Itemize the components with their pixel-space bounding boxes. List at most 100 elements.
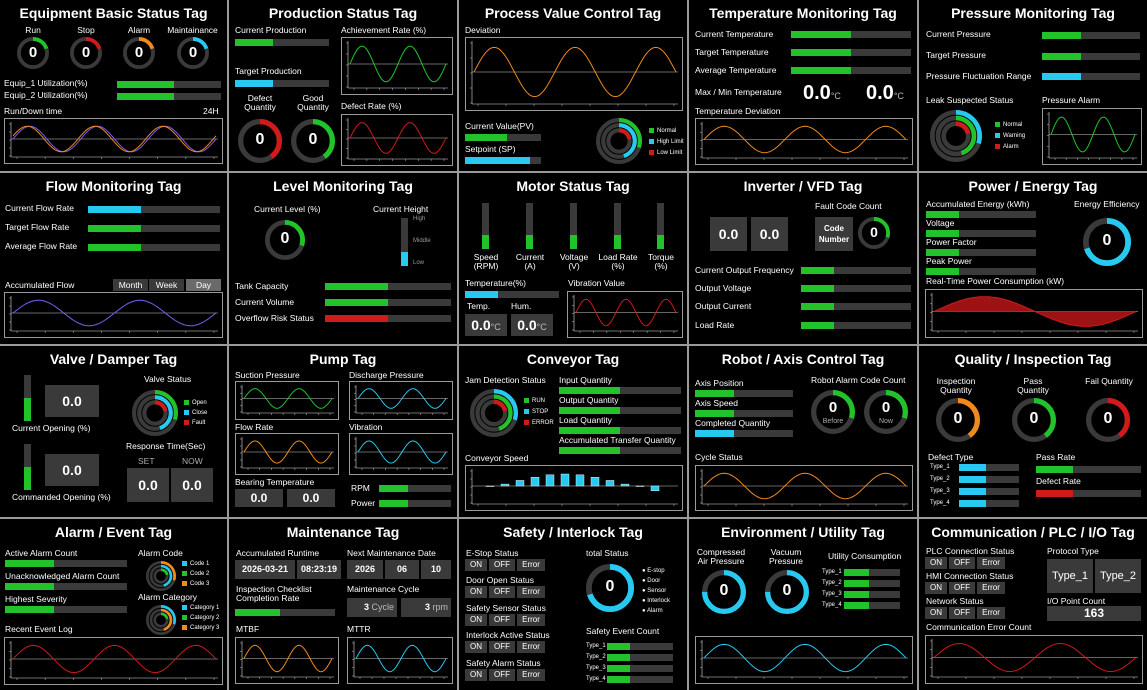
on-button[interactable]: ON — [465, 614, 487, 626]
target-flow-label: Target Flow Rate — [5, 222, 70, 232]
off-button[interactable]: OFF — [489, 614, 515, 626]
fault-gauge: 0 — [858, 217, 890, 249]
type-4-label: Type_4 — [930, 500, 950, 506]
target-pressure-bar — [1042, 53, 1140, 60]
panel-temperature: Temperature Monitoring Tag Current Tempe… — [689, 0, 917, 171]
tab-day[interactable]: Day — [186, 279, 221, 291]
legend-error: ERROR — [524, 420, 554, 426]
off-button[interactable]: OFF — [949, 582, 975, 594]
sp-label: Setpoint (SP) — [465, 144, 516, 154]
load-label: Load Rate — [695, 320, 735, 330]
good-quantity-label: Good Quantity — [297, 93, 329, 113]
height-bar — [401, 218, 408, 266]
current-production-label: Current Production — [235, 25, 307, 35]
error-button[interactable]: Error — [517, 641, 545, 653]
comm-label: Communication Error Count — [926, 622, 1032, 632]
panel-alarm: Alarm / Event Tag Active Alarm Count Una… — [0, 519, 227, 690]
error-button[interactable]: Error — [517, 669, 545, 681]
series-line — [243, 644, 333, 673]
fail-gauge: 0 — [1086, 398, 1130, 442]
leak-status-ring — [930, 110, 982, 162]
error-button[interactable]: Error — [517, 586, 545, 598]
error-button[interactable]: Error — [517, 559, 545, 571]
util1-bar — [117, 81, 221, 88]
panel-title: Environment / Utility Tag — [721, 524, 885, 540]
on-button[interactable]: ON — [925, 582, 947, 594]
completed-label: Completed Quantity — [695, 418, 771, 428]
achievement-chart — [341, 37, 453, 95]
on-button[interactable]: ON — [465, 559, 487, 571]
error-button[interactable]: Error — [977, 557, 1005, 569]
defect-quantity-label: Defect Quantity — [244, 93, 276, 113]
off-button[interactable]: OFF — [489, 669, 515, 681]
gauge-ring — [1012, 398, 1056, 442]
type-3-bar — [959, 488, 1019, 495]
maintenance-label: Maintainance — [167, 25, 218, 35]
fault-value: 0 — [870, 224, 878, 240]
type-3-bar — [844, 591, 900, 598]
on-button[interactable]: ON — [925, 607, 947, 619]
protocol-type-2[interactable]: Type_2 — [1095, 559, 1141, 593]
legend-estop: ● E-stop — [642, 568, 665, 574]
voltage-label: Voltage — [926, 218, 955, 228]
current-production-bar — [235, 39, 329, 46]
temperature-label: Temperature(%) — [465, 278, 526, 288]
on-button[interactable]: ON — [925, 557, 947, 569]
protocol-type-1[interactable]: Type_1 — [1047, 559, 1093, 593]
fault-label: Fault Code Count — [815, 201, 882, 211]
current-height-label: Current Height — [373, 204, 429, 214]
accum-flow-label: Accumulated Flow — [5, 280, 75, 290]
target-temp-bar — [791, 49, 911, 56]
pass-rate-bar — [1036, 466, 1141, 473]
panel-environment: Environment / Utility Tag Compressed Air… — [689, 519, 917, 690]
level-gauge: 0 — [265, 220, 305, 260]
severity-label: Highest Severity — [5, 594, 67, 604]
type-1-bar — [844, 569, 900, 576]
error-button[interactable]: Error — [517, 614, 545, 626]
power-label: Power — [351, 498, 376, 508]
type-4-bar — [844, 602, 900, 609]
current-pressure-label: Current Pressure — [926, 29, 991, 39]
active-bar — [5, 560, 127, 567]
off-button[interactable]: OFF — [489, 586, 515, 598]
type-2-bar — [844, 580, 900, 587]
month-value: 06 — [385, 560, 419, 579]
jam-status-ring — [470, 389, 518, 437]
on-button[interactable]: ON — [465, 641, 487, 653]
series-line — [355, 644, 447, 673]
defect-type-label: Defect Type — [928, 452, 974, 462]
status-rings — [146, 605, 176, 635]
commanded-opening-value: 0.0 — [45, 454, 99, 486]
speed-label: Conveyor Speed — [465, 453, 529, 463]
off-button[interactable]: OFF — [489, 559, 515, 571]
error-button[interactable]: Error — [977, 582, 1005, 594]
off-button[interactable]: OFF — [949, 607, 975, 619]
now-label: NOW — [182, 456, 203, 466]
load-rate-bar — [614, 203, 621, 249]
overflow-label: Overflow Risk Status — [235, 313, 314, 323]
alarm-buttons: ON OFF Error — [465, 669, 565, 681]
tab-month[interactable]: Month — [113, 279, 148, 291]
panel-power: Power / Energy Tag Accumulated Energy (k… — [919, 173, 1147, 344]
now-gauge: 0 Now — [864, 390, 908, 434]
pass-label: Pass Quantity — [1017, 376, 1049, 396]
panel-title: Conveyor Tag — [526, 351, 620, 367]
interlock-label: Interlock Active Status — [466, 630, 550, 640]
off-button[interactable]: OFF — [949, 557, 975, 569]
off-button[interactable]: OFF — [489, 641, 515, 653]
panel-title: Pressure Monitoring Tag — [951, 5, 1115, 21]
stop-gauge: 0 — [70, 37, 102, 69]
realtime-label: Real-Time Power Consumption (kW) — [926, 276, 1065, 286]
error-button[interactable]: Error — [977, 607, 1005, 619]
type-1-bar — [607, 643, 673, 650]
input-label: Input Quantity — [559, 375, 612, 385]
tab-week[interactable]: Week — [149, 279, 184, 291]
target-production-label: Target Production — [235, 66, 302, 76]
on-button[interactable]: ON — [465, 669, 487, 681]
type-3-label: Type_3 — [822, 591, 842, 597]
type-3-bar — [607, 665, 673, 672]
speed-bar-mark — [560, 473, 570, 487]
gauge-ring — [765, 570, 809, 614]
accum-energy-bar — [926, 211, 1036, 218]
on-button[interactable]: ON — [465, 586, 487, 598]
